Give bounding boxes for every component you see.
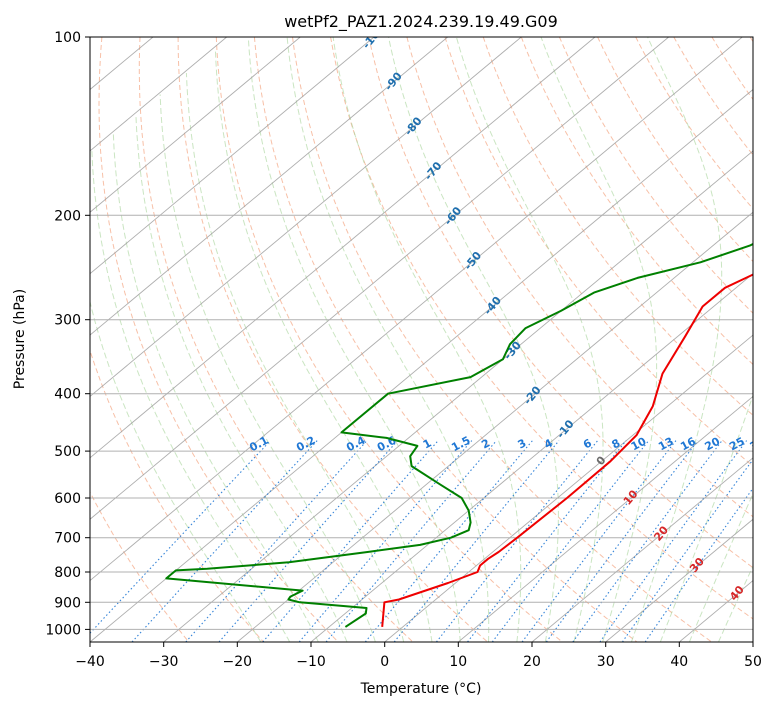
dry-adiabat [444,37,753,467]
y-tick-label: 600 [54,491,81,507]
y-tick-label: 500 [54,444,81,460]
y-tick-label: 700 [54,531,81,547]
mixing-ratio-label: 36 [769,435,775,454]
isotherm [90,37,596,459]
dry-adiabat [98,37,339,642]
mixing-ratio-line [218,440,399,642]
isotherm [163,150,753,642]
x-tick-label: 0 [380,654,389,670]
isotherm [531,457,753,642]
mixing-ratio-line [545,440,699,642]
dry-adiabat [138,37,414,642]
x-tick-label: 30 [597,654,615,670]
isotherm [90,37,522,398]
isotherm [384,334,753,642]
x-tick-label: 20 [523,654,541,670]
moist-adiabat [214,49,433,642]
x-tick-label: 10 [449,654,467,670]
mixing-ratio-label: 20 [703,435,723,454]
mixing-ratio-line [572,440,723,642]
dry-adiabat [406,37,753,518]
chart-title: wetPf2_PAZ1.2024.239.19.49.G09 [284,12,558,32]
y-tick-label: 400 [54,387,81,403]
mixing-ratio-line [131,440,318,642]
y-tick-label: 800 [54,565,81,581]
y-tick-label: 200 [54,208,81,224]
dry-adiabat [215,37,563,642]
moist-adiabat [388,37,559,642]
plot-frame [89,36,754,643]
x-axis-label: Temperature (°C) [360,681,482,697]
y-axis-ticks: 100 200 300 400 500 600 700 800 900 1000 [45,30,90,638]
moist-adiabat [718,564,753,642]
plot-area [90,37,753,642]
dry-adiabat [330,37,753,620]
dry-adiabat [482,37,753,416]
moist-adiabat [286,37,490,642]
x-tick-label: 50 [744,654,762,670]
mixing-ratio-line [599,440,748,642]
temperature-profile-line [381,273,753,627]
profile-lines [165,242,753,628]
x-tick-label: −40 [75,654,105,670]
mixing-ratio-line [185,440,368,642]
moist-adiabat [455,37,604,642]
y-tick-label: 100 [54,30,81,46]
mixing-ratio-line [364,440,533,642]
isotherm [90,37,375,275]
mixing-ratio-label: 16 [678,435,698,454]
moist-adiabat [659,393,753,642]
isotherm [90,37,743,582]
isotherm [90,37,448,336]
dry-adiabat [520,37,753,366]
x-tick-label: −10 [296,654,326,670]
isotherm [90,37,669,520]
isotherm [605,518,753,642]
mixing-ratio-label: 30 [748,435,768,454]
mixing-ratio-line [90,440,271,634]
isotherm [0,37,6,642]
isotherm [90,88,753,642]
moist-adiabat [332,37,522,642]
y-axis-label: Pressure (hPa) [12,289,28,389]
dry-adiabat [177,37,488,642]
mixing-ratio-label: 13 [656,435,676,454]
moist-adiabat [90,299,262,642]
mixing-ratio-label: 25 [727,435,747,454]
x-tick-label: 40 [670,654,688,670]
dry-adiabat [90,348,264,642]
mixing-ratio-line [393,440,560,642]
moist-adiabat [185,72,405,642]
moist-adiabat [688,492,753,642]
dewpoint-profile-line [165,242,753,628]
isotherm [752,641,753,642]
mixing-ratio-line [298,440,473,642]
y-tick-label: 300 [54,313,81,329]
dry-adiabat [253,37,638,642]
isotherm [237,211,753,642]
dry-adiabat [368,37,753,569]
x-axis-ticks: −40 −30 −20 −10 0 10 20 30 40 50 [75,642,762,670]
mixing-ratio-line [262,440,439,642]
isotherm [90,37,227,152]
dry-adiabat [749,37,753,43]
x-tick-label: −30 [149,654,179,670]
x-tick-label: −20 [223,654,253,670]
dry-adiabat [292,37,712,642]
dry-adiabat [90,491,190,642]
y-tick-label: 1000 [45,622,81,638]
isotherm [90,37,301,213]
isotherm [458,395,753,642]
pressure-grid [90,37,753,630]
background-lines [0,37,753,642]
mixing-ratio-line [467,440,627,642]
y-tick-label: 900 [54,595,81,611]
moist-adiabat [630,37,723,642]
